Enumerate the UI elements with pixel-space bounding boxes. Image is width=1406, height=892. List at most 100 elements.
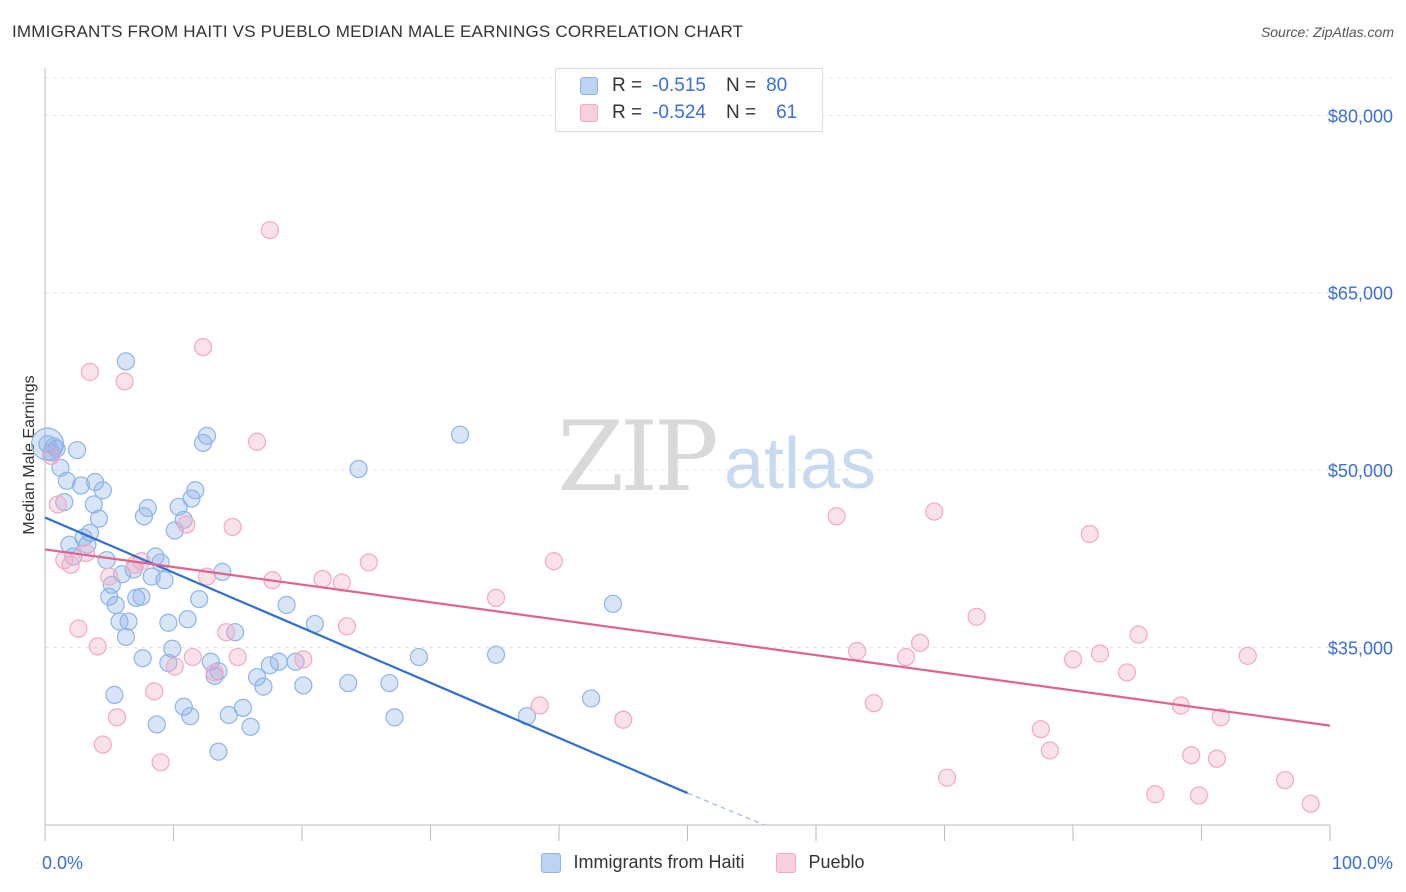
data-point-pueblo (1031, 720, 1050, 739)
grid-lines (45, 77, 1392, 649)
data-point-pueblo (145, 682, 164, 701)
data-point-pueblo (1207, 749, 1227, 768)
data-point-haiti (254, 677, 273, 696)
legend-r-label: R = (612, 75, 643, 96)
data-point-pueblo (1189, 786, 1209, 805)
data-point-haiti (116, 352, 136, 371)
data-point-haiti (97, 550, 116, 570)
data-point-haiti (385, 708, 404, 727)
data-point-pueblo (217, 623, 236, 642)
data-point-haiti (241, 717, 260, 736)
data-point-haiti (132, 587, 151, 606)
data-point-pueblo (260, 220, 279, 240)
x-tick-label-max: 100.0% (1332, 853, 1393, 873)
data-point-haiti (147, 715, 166, 734)
y-tick-label: $65,000 (1328, 284, 1393, 304)
watermark-zip: ZIP (557, 401, 716, 513)
data-point-pueblo (93, 735, 112, 754)
data-point-haiti (105, 685, 124, 704)
data-point-pueblo (151, 753, 170, 772)
data-point-haiti (93, 481, 112, 500)
data-point-haiti (247, 668, 267, 687)
data-point-haiti (155, 571, 174, 590)
series-legend-pueblo: Pueblo (776, 852, 865, 873)
y-tick-label: $80,000 (1328, 106, 1393, 126)
data-point-haiti (71, 476, 91, 495)
watermark-atlas: atlas (724, 424, 876, 504)
data-point-haiti (181, 707, 200, 726)
data-point-haiti (486, 645, 506, 664)
data-point-haiti (277, 595, 296, 615)
x-tick-label-min: 0.0% (42, 853, 83, 873)
data-point-pueblo (1117, 663, 1137, 682)
data-point-haiti (116, 627, 136, 647)
data-point-pueblo (177, 515, 196, 534)
data-point-haiti (201, 652, 220, 671)
data-point-pueblo (614, 710, 633, 729)
data-point-pueblo (1090, 644, 1110, 663)
legend-r-value: -0.515 (652, 75, 706, 96)
data-point-haiti (260, 656, 279, 675)
data-point-haiti (68, 440, 87, 460)
watermark: ZIP atlas (557, 401, 876, 513)
data-point-pueblo (1040, 741, 1059, 760)
data-point-haiti (190, 589, 209, 609)
legend-n-label: N = (725, 75, 757, 96)
data-point-pueblo (910, 633, 930, 652)
data-point-pueblo (88, 637, 107, 656)
data-point-haiti (197, 426, 217, 445)
series-name-haiti: Immigrants from Haiti (573, 852, 745, 872)
y-tick-label: $50,000 (1328, 461, 1393, 481)
legend-n-value: 61 (776, 102, 798, 123)
series-name-pueblo: Pueblo (808, 852, 865, 872)
series-swatch-pueblo (776, 852, 797, 873)
data-point-haiti (89, 509, 109, 528)
data-point-pueblo (183, 647, 202, 667)
data-point-pueblo (77, 543, 96, 563)
data-point-haiti (84, 495, 103, 514)
data-point-haiti (269, 652, 288, 671)
data-points (30, 220, 1320, 813)
data-point-pueblo (165, 657, 184, 676)
data-point-pueblo (61, 555, 80, 574)
data-point-haiti (138, 498, 157, 518)
trend-line-haiti-extension (687, 792, 765, 826)
data-point-haiti (159, 613, 178, 632)
data-point-pueblo (848, 642, 867, 661)
data-point-pueblo (1063, 650, 1083, 669)
data-point-haiti (209, 742, 228, 761)
source-credit: Source: ZipAtlas.com (1260, 24, 1394, 40)
data-point-pueblo (925, 502, 944, 521)
data-point-haiti (106, 595, 125, 615)
data-point-pueblo (1301, 794, 1320, 813)
data-point-pueblo (80, 362, 100, 382)
data-point-haiti (450, 425, 470, 444)
data-point-haiti (119, 612, 138, 631)
data-point-haiti (30, 427, 65, 461)
data-point-pueblo (223, 517, 242, 537)
data-point-pueblo (486, 588, 506, 608)
trend-line-pueblo (44, 548, 1331, 727)
data-point-pueblo (544, 552, 563, 571)
data-point-pueblo (313, 569, 332, 589)
data-point-pueblo (228, 647, 247, 667)
legend-r-value: -0.524 (652, 102, 706, 123)
data-point-haiti (133, 649, 152, 668)
series-legend-haiti: Immigrants from Haiti (541, 852, 744, 873)
data-point-pueblo (247, 432, 267, 451)
data-point-haiti (582, 689, 601, 708)
legend-n-label: N = (725, 102, 757, 123)
data-point-pueblo (205, 663, 224, 682)
data-point-haiti (349, 459, 368, 479)
data-point-pueblo (967, 607, 986, 626)
data-point-haiti (294, 676, 313, 695)
data-point-pueblo (115, 372, 134, 391)
data-point-pueblo (530, 696, 549, 715)
chart-title: IMMIGRANTS FROM HAITI VS PUEBLO MEDIAN M… (12, 22, 744, 41)
legend-swatch-haiti (580, 77, 598, 95)
data-point-haiti (178, 610, 197, 629)
data-point-pueblo (294, 650, 313, 669)
data-point-pueblo (864, 694, 883, 713)
data-point-pueblo (48, 495, 67, 514)
legend-n-value: 80 (766, 75, 788, 96)
